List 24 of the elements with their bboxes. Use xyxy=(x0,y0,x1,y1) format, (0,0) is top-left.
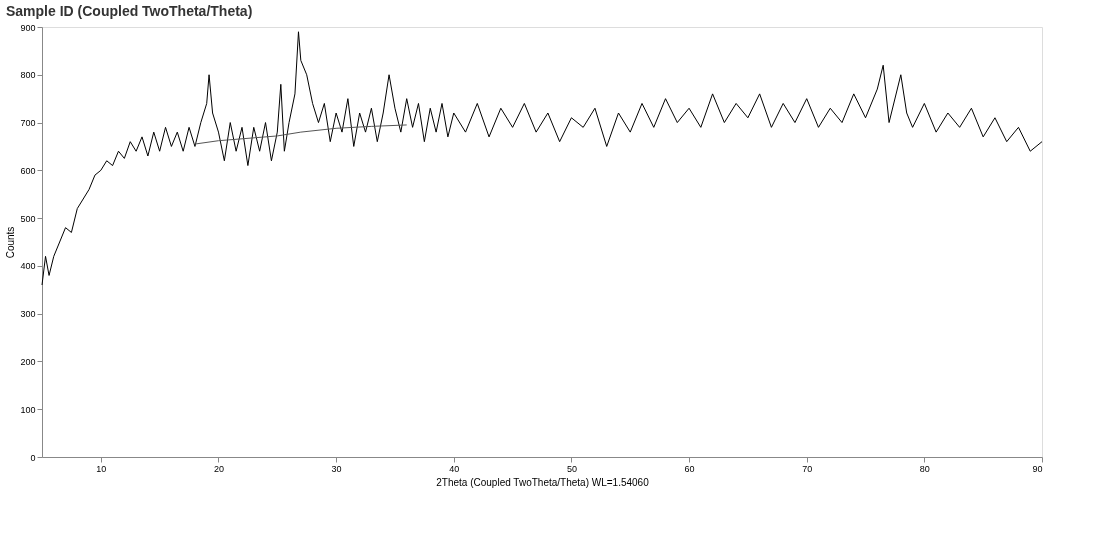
x-tick-label: 30 xyxy=(331,463,342,474)
line-series xyxy=(194,124,408,145)
y-tick-label: 200 xyxy=(20,356,36,367)
y-tick-label: 600 xyxy=(20,165,36,176)
y-tick-label: 300 xyxy=(20,309,36,320)
x-tick-label: 70 xyxy=(802,463,813,474)
x-axis-title: 2Theta (Coupled TwoTheta/Theta) WL=1.54060 xyxy=(436,476,650,488)
x-tick-label: 60 xyxy=(684,463,695,474)
y-tick-label: 500 xyxy=(20,213,36,224)
x-tick-label: 50 xyxy=(566,463,577,474)
y-axis-title: Counts xyxy=(5,226,17,259)
y-tick-label: 400 xyxy=(20,261,36,272)
x-tick-label: 40 xyxy=(449,463,460,474)
y-tick-label: 0 xyxy=(30,452,36,463)
line-series xyxy=(41,31,1043,286)
x-tick-label: 80 xyxy=(919,463,930,474)
y-tick-label: 800 xyxy=(20,70,36,81)
x-tick-label: 10 xyxy=(96,463,107,474)
x-tick-label: 90 xyxy=(1032,463,1043,474)
y-tick-label: 700 xyxy=(20,118,36,129)
x-tick-label: 20 xyxy=(213,463,224,474)
y-tick-label: 900 xyxy=(20,22,36,33)
y-tick-label: 100 xyxy=(20,404,36,415)
chart-title: Sample ID (Coupled TwoTheta/Theta) xyxy=(5,3,253,19)
